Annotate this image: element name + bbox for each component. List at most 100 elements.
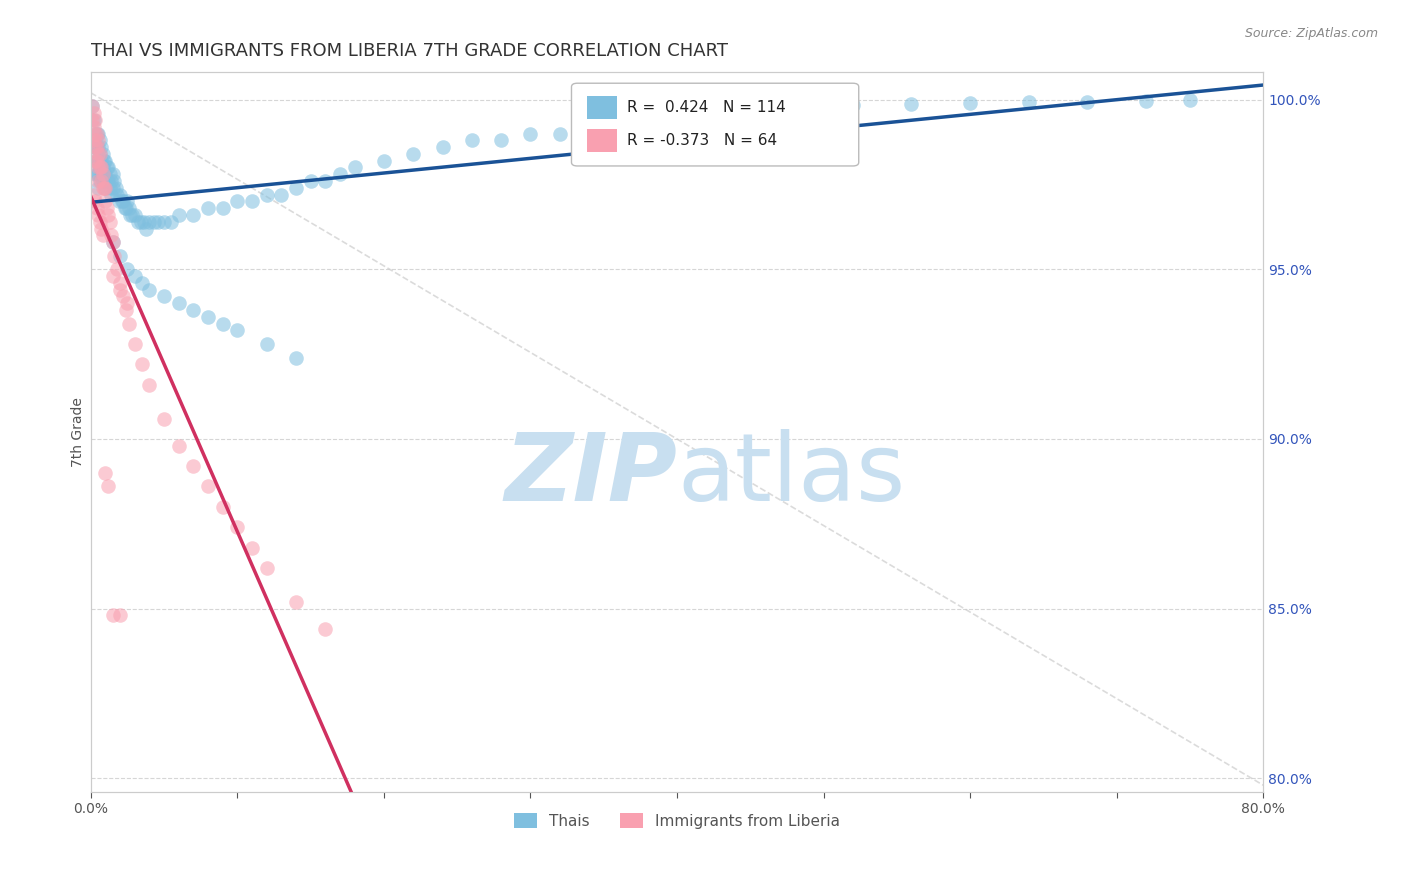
Point bbox=[97, 174, 120, 188]
Point bbox=[83, 106, 105, 120]
Point bbox=[87, 127, 110, 141]
Point bbox=[103, 249, 125, 263]
Point bbox=[86, 153, 108, 168]
Point bbox=[373, 153, 395, 168]
Point bbox=[160, 215, 183, 229]
Point bbox=[96, 201, 118, 215]
Point bbox=[153, 289, 176, 303]
Point bbox=[211, 317, 233, 331]
Point bbox=[87, 147, 110, 161]
Point bbox=[131, 357, 153, 371]
Point bbox=[118, 317, 141, 331]
Point bbox=[104, 181, 127, 195]
Point bbox=[1135, 94, 1157, 108]
Point bbox=[197, 479, 219, 493]
Point bbox=[90, 153, 112, 168]
Bar bbox=[586, 96, 617, 120]
Point bbox=[93, 153, 115, 168]
Point bbox=[592, 120, 614, 134]
Point bbox=[97, 479, 120, 493]
Point bbox=[84, 140, 107, 154]
Point bbox=[783, 99, 806, 113]
Point bbox=[98, 215, 121, 229]
Point bbox=[101, 268, 124, 283]
Text: R =  0.424   N = 114: R = 0.424 N = 114 bbox=[627, 100, 786, 115]
Point bbox=[167, 208, 190, 222]
Point bbox=[84, 194, 107, 209]
Point bbox=[127, 215, 149, 229]
Point bbox=[142, 215, 165, 229]
Point bbox=[84, 127, 107, 141]
Point bbox=[138, 377, 160, 392]
Point bbox=[91, 174, 114, 188]
Point bbox=[153, 215, 176, 229]
Point bbox=[695, 106, 717, 120]
Point bbox=[94, 167, 117, 181]
Point bbox=[89, 147, 111, 161]
Point bbox=[270, 187, 292, 202]
Point bbox=[96, 174, 118, 188]
Point bbox=[82, 112, 104, 127]
Point bbox=[87, 153, 110, 168]
Point bbox=[87, 208, 110, 222]
Point bbox=[90, 167, 112, 181]
Point bbox=[90, 174, 112, 188]
Point bbox=[89, 161, 111, 175]
Point bbox=[211, 500, 233, 514]
Point bbox=[90, 140, 112, 154]
Point bbox=[87, 133, 110, 147]
Point bbox=[153, 411, 176, 425]
Point bbox=[86, 201, 108, 215]
Point bbox=[89, 174, 111, 188]
Point bbox=[87, 161, 110, 175]
Point bbox=[86, 127, 108, 141]
Point bbox=[124, 268, 146, 283]
Point bbox=[101, 235, 124, 249]
Point bbox=[105, 187, 128, 202]
Point bbox=[108, 249, 131, 263]
Point bbox=[96, 161, 118, 175]
Point bbox=[107, 194, 129, 209]
Point bbox=[402, 147, 425, 161]
Point bbox=[461, 133, 484, 147]
Point bbox=[94, 153, 117, 168]
Point bbox=[105, 262, 128, 277]
Point bbox=[98, 167, 121, 181]
Point bbox=[89, 147, 111, 161]
Point bbox=[120, 208, 142, 222]
Point bbox=[115, 303, 138, 318]
Point bbox=[108, 187, 131, 202]
Point bbox=[83, 112, 105, 127]
Point bbox=[84, 153, 107, 168]
Point bbox=[108, 276, 131, 290]
Point bbox=[101, 181, 124, 195]
Point bbox=[101, 167, 124, 181]
Y-axis label: 7th Grade: 7th Grade bbox=[72, 397, 86, 467]
Point bbox=[226, 520, 249, 534]
FancyBboxPatch shape bbox=[571, 83, 859, 166]
Point bbox=[86, 140, 108, 154]
Point bbox=[148, 215, 170, 229]
Point bbox=[842, 97, 865, 112]
Point bbox=[108, 283, 131, 297]
Point bbox=[84, 112, 107, 127]
Point bbox=[82, 99, 104, 113]
Point bbox=[110, 194, 132, 209]
Point bbox=[100, 174, 122, 188]
Point bbox=[240, 194, 263, 209]
Point bbox=[432, 140, 454, 154]
Point bbox=[256, 187, 278, 202]
Point bbox=[91, 147, 114, 161]
Point bbox=[1018, 95, 1040, 110]
Point bbox=[93, 167, 115, 181]
Point bbox=[89, 215, 111, 229]
Point bbox=[183, 303, 205, 318]
Point bbox=[112, 289, 135, 303]
Point bbox=[91, 228, 114, 243]
Point bbox=[84, 153, 107, 168]
Text: atlas: atlas bbox=[678, 429, 905, 521]
Text: R = -0.373   N = 64: R = -0.373 N = 64 bbox=[627, 133, 776, 148]
Point bbox=[240, 541, 263, 555]
Point bbox=[86, 167, 108, 181]
Point bbox=[98, 181, 121, 195]
